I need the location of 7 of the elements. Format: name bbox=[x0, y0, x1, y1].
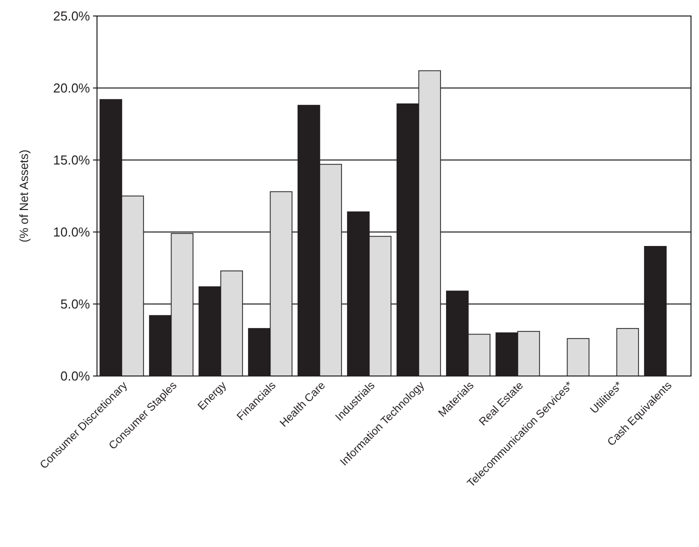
y-axis-title: (% of Net Assets) bbox=[17, 150, 31, 242]
y-tick-label: 15.0% bbox=[53, 152, 90, 168]
y-tick-label: 20.0% bbox=[53, 80, 90, 96]
y-tick-label: 25.0% bbox=[53, 8, 90, 24]
y-tick-label: 0.0% bbox=[60, 368, 90, 384]
y-tick-label: 10.0% bbox=[53, 224, 90, 240]
y-tick-label: 5.0% bbox=[60, 296, 90, 312]
